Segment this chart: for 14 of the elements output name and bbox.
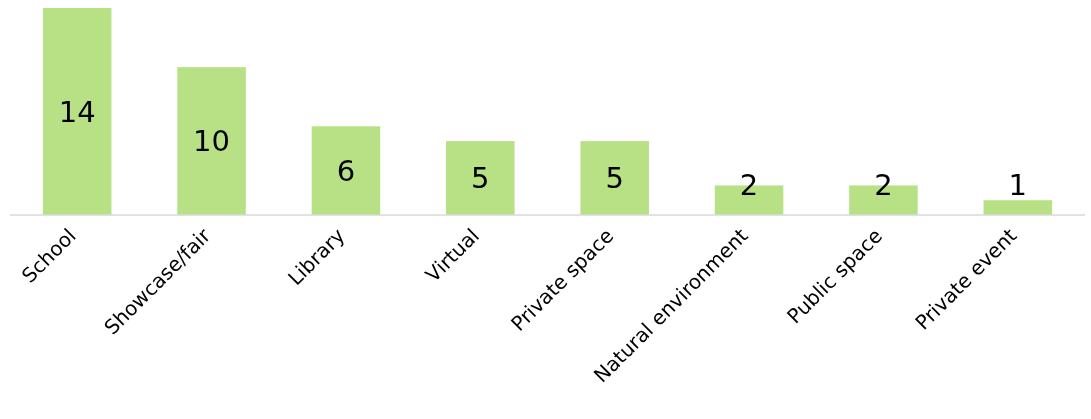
bar [42, 8, 112, 215]
bar [983, 200, 1053, 215]
data-label: 14 [58, 94, 96, 129]
bar [580, 141, 649, 215]
data-label: 2 [739, 168, 759, 203]
data-label: 10 [193, 124, 231, 159]
data-label: 5 [605, 161, 624, 196]
bar [446, 141, 515, 215]
data-label: 2 [874, 168, 893, 203]
data-label: 5 [471, 161, 490, 196]
data-label: 6 [336, 153, 356, 188]
bar [311, 126, 381, 215]
data-label: 1 [1008, 168, 1028, 203]
bar [177, 67, 246, 215]
